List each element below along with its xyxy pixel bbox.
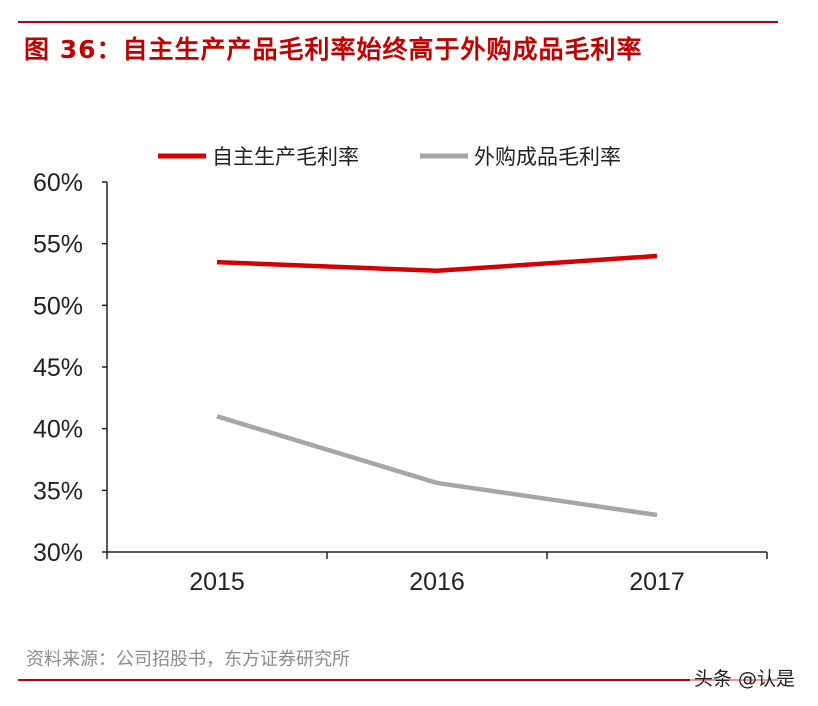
x-tick-label: 2016 [409,568,465,596]
axes: 30% 35% 40% 45% 50% 55% 60% 2015 2016 2017 [33,169,768,596]
watermark: 头条 @认是 [690,664,800,691]
figure-title: 图 36：自主生产产品毛利率始终高于外购成品毛利率 [24,35,643,64]
series-lines [216,253,658,518]
y-tick-label: 60% [33,169,83,197]
legend-label: 外购成品毛利率 [474,145,621,169]
y-tick-label: 35% [33,477,83,505]
series-line-1 [216,253,658,274]
legend-label: 自主生产毛利率 [212,145,359,169]
source-note: 资料来源：公司招股书，东方证券研究所 [26,649,350,670]
y-tick-label: 50% [33,292,83,320]
series-line-2 [216,414,658,518]
x-tick-label: 2017 [629,568,685,596]
x-tick-label: 2015 [189,568,245,596]
y-tick-label: 40% [33,416,83,444]
y-tick-label: 30% [33,539,83,567]
y-tick-label: 55% [33,231,83,259]
top-rule [18,21,778,23]
bottom-rule [18,679,778,681]
legend: 自主生产毛利率 外购成品毛利率 [158,145,621,169]
y-tick-label: 45% [33,354,83,382]
